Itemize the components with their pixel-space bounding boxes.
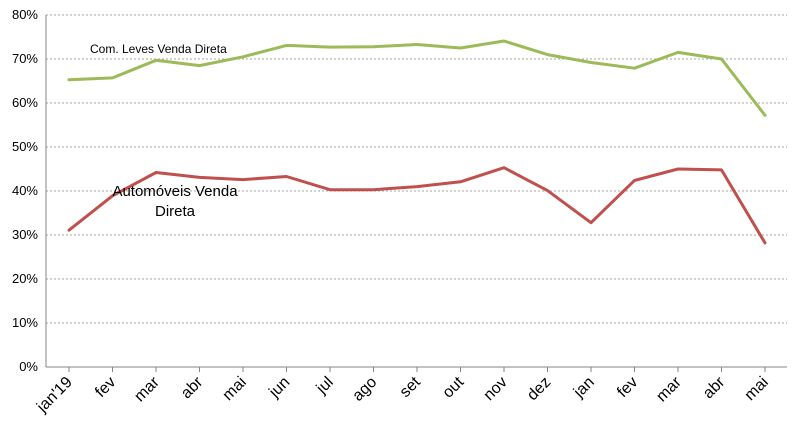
x-tick-label: fev: [92, 374, 119, 401]
x-tick-label: mar: [653, 373, 685, 405]
y-axis-ticks: 0% 10% 20% 30% 40% 50% 60% 70% 80%: [12, 7, 38, 374]
series-line-2: [67, 166, 767, 245]
series-label-line: Direta: [155, 203, 196, 220]
series-label-com-leves: Com. Leves Venda Direta: [90, 42, 227, 56]
series-lines: [67, 39, 767, 245]
x-tick-label: set: [397, 373, 425, 401]
x-tick-label: jan: [570, 374, 598, 402]
y-tick-label: 40%: [12, 183, 38, 198]
series-label-line: Automóveis Venda: [112, 183, 238, 200]
x-tick-label: jan'19: [33, 374, 76, 417]
x-axis: jan'19 fev mar abr mai jun jul ago set out nov dez j…: [33, 15, 787, 416]
x-tick-label: mai: [742, 374, 772, 404]
y-tick-label: 20%: [12, 271, 38, 286]
y-tick-label: 0%: [19, 359, 38, 374]
x-tick-label: abr: [700, 373, 729, 402]
x-tick-label: abr: [178, 373, 207, 402]
y-tick-label: 50%: [12, 139, 38, 154]
y-tick-label: 60%: [12, 95, 38, 110]
x-tick-label: ago: [349, 374, 380, 405]
x-tick-label: mar: [131, 373, 163, 405]
series-line-1: [67, 39, 767, 117]
series-labels: Com. Leves Venda Direta Automóveis Venda D…: [90, 42, 238, 220]
x-tick-label: fev: [614, 374, 641, 401]
series-label-automoveis: Automóveis Venda Direta: [112, 183, 238, 220]
y-tick-label: 30%: [12, 227, 38, 242]
y-tick-label: 70%: [12, 51, 38, 66]
y-tick-label: 80%: [12, 7, 38, 22]
x-tick-label: dez: [524, 374, 554, 404]
x-tick-label: nov: [481, 374, 511, 404]
x-tick-label: out: [440, 373, 468, 401]
y-tick-label: 10%: [12, 315, 38, 330]
x-tick-label: jul: [313, 374, 337, 398]
x-tick-label: jun: [265, 374, 293, 402]
x-tick-label: mai: [220, 374, 250, 404]
